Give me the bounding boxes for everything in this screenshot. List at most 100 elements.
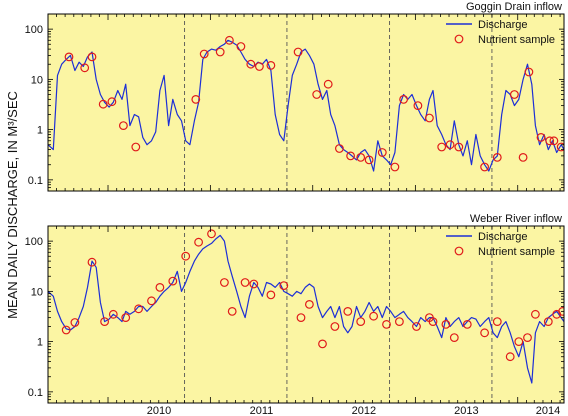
nutrient-sample-point (121, 313, 131, 323)
nutrient-sample-point (279, 281, 289, 291)
y-tick-label: 10 (31, 286, 43, 298)
nutrient-sample-point (356, 317, 366, 327)
nutrient-sample-point (492, 317, 502, 327)
nutrient-sample-point (227, 307, 237, 316)
nutrient-sample-point (518, 152, 528, 162)
nutrient-sample-point (549, 136, 559, 146)
nutrient-sample-point (441, 320, 451, 329)
nutrient-sample-point (61, 325, 71, 335)
nutrient-sample-point (390, 162, 400, 172)
nutrient-sample-point (462, 320, 472, 329)
y-tick-label: 0.1 (28, 175, 43, 187)
nutrient-sample-point (454, 142, 464, 152)
nutrient-sample-point (155, 283, 165, 292)
nutrient-sample-point (413, 101, 423, 110)
plot-data (48, 35, 564, 172)
x-year-label: 2014 (536, 405, 560, 416)
nutrient-sample-point (87, 257, 97, 267)
nutrient-sample-point (545, 136, 555, 146)
nutrient-sample-point (346, 151, 356, 161)
nutrient-sample-point (514, 337, 524, 347)
nutrient-sample-point (108, 309, 118, 319)
nutrient-sample-point (510, 90, 519, 99)
plot-data (48, 229, 564, 384)
nutrient-sample-point (118, 121, 128, 130)
y-tick-label: 100 (25, 236, 43, 248)
nutrient-sample-point (224, 35, 234, 45)
nutrient-sample-point (531, 309, 540, 319)
legend-discharge-label: Discharge (478, 19, 528, 31)
nutrient-sample-point (425, 113, 434, 123)
y-tick-label: 1 (37, 125, 43, 137)
plot-frame (47, 13, 565, 192)
legend-sample-label: Nutrient sample (478, 246, 555, 258)
nutrient-sample-point (356, 152, 366, 162)
nutrient-sample-point (194, 237, 204, 247)
nutrient-sample-point (492, 152, 502, 162)
nutrient-sample-point (131, 142, 141, 152)
plot-background (48, 14, 564, 191)
y-axis-title: MEAN DAILY DISCHARGE, IN M³/SEC (5, 91, 20, 319)
nutrient-sample-point (134, 304, 144, 314)
legend-discharge-label: Discharge (478, 231, 528, 243)
nutrient-sample-point (240, 278, 250, 287)
nutrient-sample-point (236, 42, 246, 51)
legend-sample-label: Nutrient sample (478, 34, 555, 46)
nutrient-sample-point (147, 296, 156, 306)
y-tick-label: 1 (37, 337, 43, 349)
plot-frame (47, 225, 565, 404)
nutrient-sample-point (293, 47, 303, 57)
nutrient-sample-point (399, 94, 409, 104)
nutrient-sample-point (199, 49, 209, 59)
nutrient-sample-point (107, 97, 117, 107)
nutrient-sample-point (168, 276, 178, 286)
plot-background (48, 226, 564, 403)
nutrient-sample-point (87, 52, 97, 62)
nutrient-sample-point (480, 162, 490, 172)
goggin-drain-panel: 0.1 1 10 100 Goggin Drain inflow Discharge Nut… (25, 1, 565, 192)
nutrient-sample-point (377, 148, 387, 157)
nutrient-sample-point (181, 251, 191, 261)
nutrient-sample-point (305, 300, 314, 309)
weber-river-panel: 0.1 1 10 100 Weber River inflow Discharge Nutr… (25, 213, 565, 404)
nutrient-sample-point (64, 52, 74, 62)
y-tick-label: 0.1 (28, 387, 43, 399)
nutrient-sample-point (219, 278, 229, 287)
y-tick-label: 100 (25, 24, 43, 36)
legend-sample-swatch (454, 34, 464, 44)
nutrient-sample-point (445, 140, 455, 150)
nutrient-sample-point (524, 67, 534, 77)
nutrient-sample-point (480, 328, 490, 338)
nutrient-sample-point (323, 79, 333, 89)
nutrient-sample-point (215, 47, 225, 57)
nutrient-sample-point (246, 59, 256, 69)
nutrient-sample-point (266, 290, 276, 300)
nutrient-sample-point (100, 317, 109, 327)
nutrient-sample-point (318, 339, 327, 349)
nutrient-sample-point (449, 333, 459, 343)
nutrient-sample-point (369, 311, 379, 321)
y-tick-label: 10 (31, 74, 43, 86)
nutrient-sample-point (395, 317, 404, 327)
x-year-label: 2013 (454, 405, 478, 416)
discharge-series-line (48, 39, 564, 172)
nutrient-sample-point (558, 307, 564, 316)
nutrient-sample-point (80, 63, 90, 73)
panel-title: Goggin Drain inflow (466, 1, 562, 13)
nutrient-sample-point (543, 317, 553, 327)
x-year-labels: 2010 2011 2012 2013 2014 (147, 405, 560, 416)
nutrient-sample-point (207, 229, 216, 239)
x-year-label: 2011 (250, 405, 274, 416)
legend-sample-swatch (454, 246, 464, 256)
nutrient-sample-point (335, 144, 344, 153)
x-year-label: 2012 (352, 405, 376, 416)
nutrient-sample-point (364, 155, 374, 165)
nutrient-sample-point (254, 62, 264, 71)
nutrient-sample-point (437, 142, 447, 152)
nutrient-sample-point (266, 61, 276, 70)
nutrient-sample-point (330, 322, 340, 331)
nutrient-sample-point (191, 94, 201, 104)
nutrient-sample-point (536, 132, 546, 142)
nutrient-sample-point (312, 90, 322, 99)
